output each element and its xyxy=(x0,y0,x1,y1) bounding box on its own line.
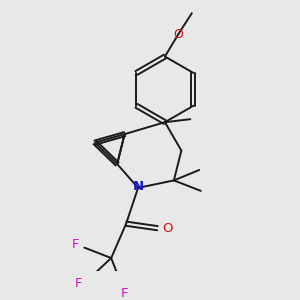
Text: F: F xyxy=(72,238,79,251)
Text: F: F xyxy=(121,287,128,300)
Text: N: N xyxy=(133,180,144,193)
Text: F: F xyxy=(75,277,82,290)
Text: O: O xyxy=(163,222,173,235)
Text: O: O xyxy=(173,28,183,40)
